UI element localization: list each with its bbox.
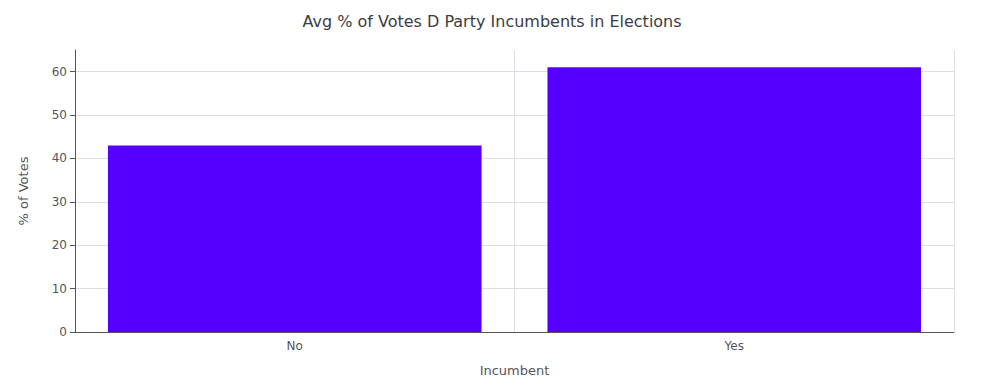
svg-text:Avg % of Votes D Party Incumbe: Avg % of Votes D Party Incumbents in Ele… xyxy=(302,12,681,31)
svg-text:Incumbent: Incumbent xyxy=(480,363,550,378)
svg-text:40: 40 xyxy=(52,151,67,165)
svg-text:10: 10 xyxy=(52,282,67,296)
svg-text:Yes: Yes xyxy=(724,339,744,353)
svg-text:60: 60 xyxy=(52,65,67,79)
svg-text:No: No xyxy=(287,339,303,353)
svg-text:30: 30 xyxy=(52,195,67,209)
svg-text:0: 0 xyxy=(59,325,67,339)
svg-text:50: 50 xyxy=(52,108,67,122)
svg-text:20: 20 xyxy=(52,238,67,252)
svg-text:% of Votes: % of Votes xyxy=(16,156,31,225)
